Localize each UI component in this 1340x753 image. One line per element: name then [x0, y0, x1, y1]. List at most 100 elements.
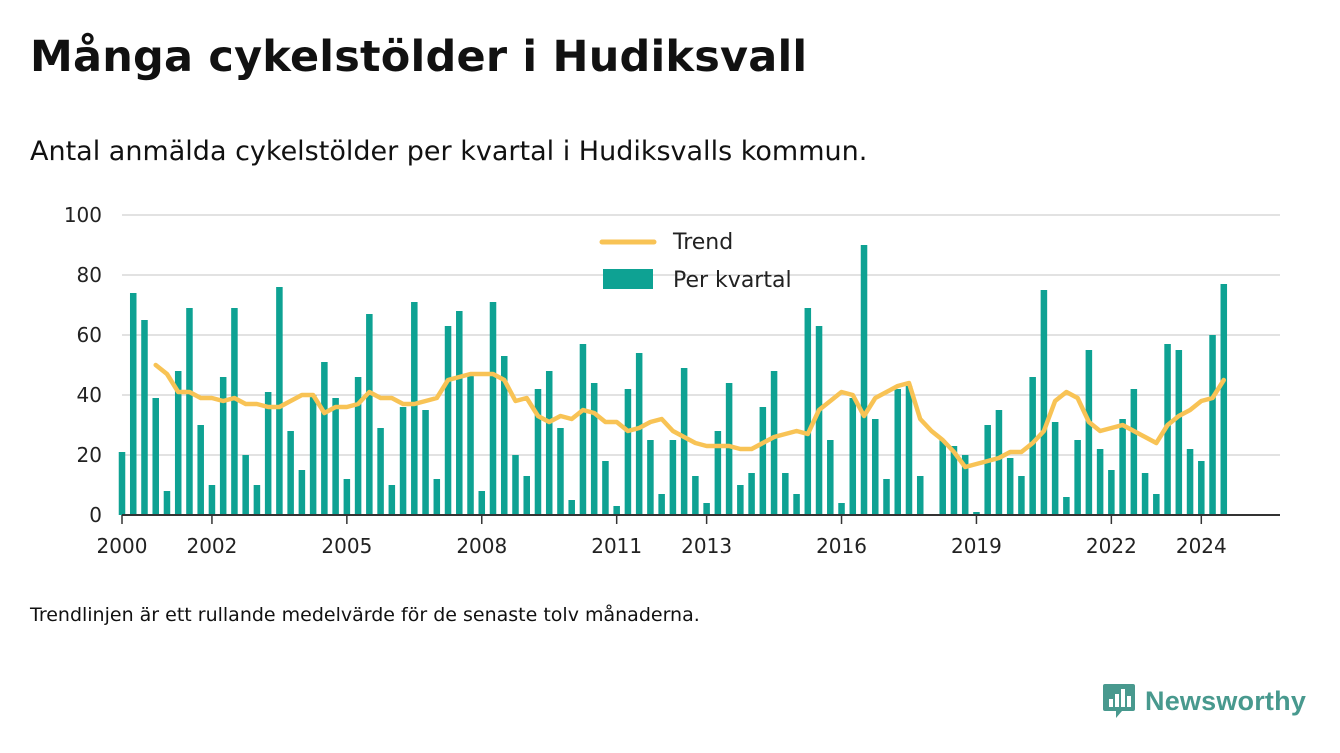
- bar: [411, 302, 418, 515]
- legend-bar-label: Per kvartal: [673, 268, 792, 293]
- bar: [624, 389, 632, 515]
- bar: [1220, 284, 1228, 515]
- y-tick-label: 80: [77, 263, 102, 287]
- legend-bar-swatch: [603, 269, 653, 289]
- x-axis: 2000 2002 2005 2008 2011 2013 2016 2019 2022 2024: [97, 514, 1280, 558]
- bar-chart: 0 20 40 60 80 100 2000 2002 2005 2008 2011 2013 201…: [64, 203, 1280, 558]
- bar: [748, 473, 755, 515]
- bar: [872, 419, 879, 515]
- y-tick-label: 60: [77, 323, 102, 347]
- bar: [793, 494, 800, 515]
- bar: [1130, 389, 1138, 515]
- bar: [343, 479, 351, 515]
- legend-trend-label: Trend: [672, 230, 733, 255]
- bar: [1186, 449, 1194, 515]
- bar: [276, 287, 283, 515]
- bar: [883, 479, 890, 515]
- bar: [602, 461, 609, 515]
- x-tick-label: 2013: [681, 534, 732, 558]
- bar: [197, 425, 204, 515]
- x-tick-label: 2002: [186, 534, 237, 558]
- bar: [894, 389, 902, 515]
- bar: [658, 494, 665, 515]
- bar: [1175, 350, 1183, 515]
- bar: [500, 356, 508, 515]
- bar: [916, 476, 924, 515]
- brand: Newsworthy: [1102, 682, 1306, 720]
- bar: [759, 407, 767, 515]
- bar: [231, 308, 238, 515]
- y-tick-label: 0: [89, 503, 102, 527]
- bar: [725, 383, 733, 515]
- bar: [129, 293, 137, 515]
- x-tick-label: 2016: [816, 534, 867, 558]
- bar: [141, 320, 148, 515]
- bar: [703, 503, 710, 515]
- bar: [208, 485, 216, 515]
- bar: [366, 314, 373, 515]
- bar: [579, 344, 587, 515]
- trend-line-group: [153, 362, 1227, 470]
- bar: [186, 308, 193, 515]
- bar: [1096, 449, 1104, 515]
- bar: [1141, 473, 1149, 515]
- bar: [163, 491, 171, 515]
- bar: [219, 377, 227, 515]
- bar: [433, 479, 441, 515]
- y-tick-label: 40: [77, 383, 102, 407]
- bar: [635, 353, 643, 515]
- bar: [399, 407, 407, 515]
- bar: [1198, 461, 1205, 515]
- bar: [1164, 344, 1171, 515]
- bar: [1153, 494, 1160, 515]
- bar: [118, 452, 126, 515]
- bar: [557, 428, 564, 515]
- y-tick-labels: 0 20 40 60 80 100: [64, 203, 102, 527]
- y-tick-label: 20: [77, 443, 102, 467]
- bar: [737, 485, 744, 515]
- bar: [478, 491, 486, 515]
- footnote: Trendlinjen är ett rullande medelvärde f…: [30, 604, 700, 626]
- bar: [1006, 458, 1014, 515]
- bar: [714, 431, 722, 515]
- bar: [1063, 497, 1070, 515]
- bar: [804, 308, 812, 515]
- bar: [152, 398, 159, 515]
- page-subtitle: Antal anmälda cykelstölder per kvartal i…: [30, 136, 868, 167]
- bar: [489, 302, 497, 515]
- bar: [939, 440, 946, 515]
- bar: [1029, 377, 1036, 515]
- trend-line: [153, 362, 1227, 470]
- bar: [174, 371, 182, 515]
- bar: [984, 425, 991, 515]
- bar: [456, 311, 463, 515]
- bar: [973, 512, 980, 515]
- bar: [444, 326, 452, 515]
- bar: [692, 476, 699, 515]
- bar: [545, 371, 553, 515]
- bar: [905, 386, 913, 515]
- bar: [321, 362, 328, 515]
- bar: [815, 326, 823, 515]
- bar: [1119, 419, 1126, 515]
- bar: [242, 455, 249, 515]
- bar: [467, 374, 474, 515]
- bars: [118, 245, 1228, 515]
- x-tick-label: 2022: [1086, 534, 1137, 558]
- bar: [1108, 470, 1115, 515]
- x-tick-label: 2011: [591, 534, 642, 558]
- x-tick-label: 2000: [97, 534, 148, 558]
- bar: [512, 455, 519, 515]
- bar: [1074, 440, 1081, 515]
- bar: [377, 428, 384, 515]
- bar: [995, 410, 1003, 515]
- bar: [534, 389, 542, 515]
- bar: [523, 476, 530, 515]
- x-tick-label: 2019: [951, 534, 1002, 558]
- bar: [354, 377, 362, 515]
- bar: [1040, 290, 1048, 515]
- bar: [388, 485, 396, 515]
- bar: [669, 440, 677, 515]
- bar: [298, 470, 306, 515]
- bar: [647, 440, 654, 515]
